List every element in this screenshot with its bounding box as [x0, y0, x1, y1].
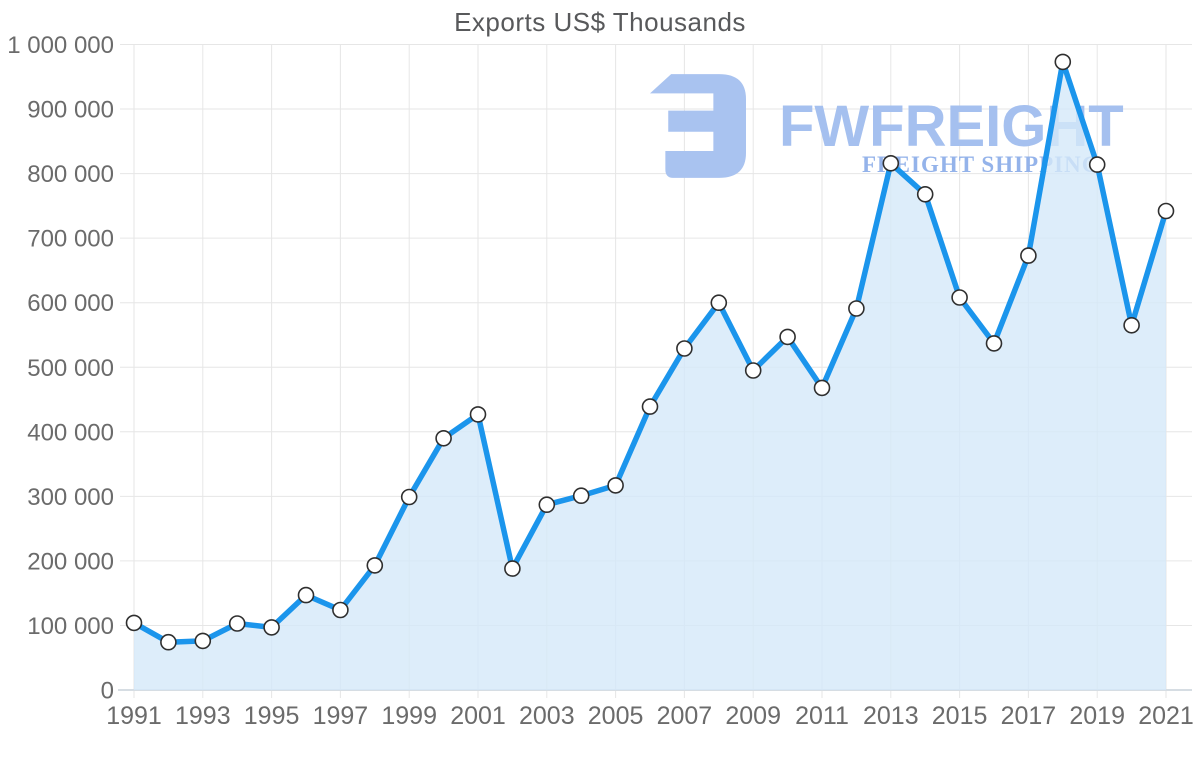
x-tick-label: 2019: [1069, 702, 1125, 730]
data-point-marker[interactable]: [263, 619, 280, 636]
data-point-marker[interactable]: [332, 601, 349, 619]
data-point-marker[interactable]: [985, 335, 1003, 352]
data-point-marker[interactable]: [779, 328, 796, 346]
data-point-marker[interactable]: [366, 557, 384, 574]
x-tick-label: 1991: [106, 702, 162, 730]
x-tick-label: 2021: [1138, 702, 1194, 730]
data-point-marker[interactable]: [228, 615, 246, 632]
x-tick-label: 1997: [313, 702, 369, 730]
data-point-marker[interactable]: [744, 362, 762, 379]
data-point-marker[interactable]: [641, 398, 659, 415]
x-tick-label: 2005: [588, 702, 644, 730]
area-fill: [134, 61, 1166, 690]
data-point-marker[interactable]: [1020, 247, 1037, 264]
data-point-marker[interactable]: [1157, 202, 1175, 220]
data-point-marker[interactable]: [916, 186, 934, 203]
data-point-marker[interactable]: [469, 406, 487, 423]
x-tick-label: 2013: [863, 702, 919, 730]
data-point-marker[interactable]: [125, 614, 143, 632]
data-point-marker[interactable]: [1123, 316, 1140, 334]
data-point-marker[interactable]: [882, 155, 900, 172]
data-point-marker[interactable]: [400, 488, 418, 506]
y-tick-label: 0: [101, 678, 114, 705]
y-axis-labels: 0 100 000 200 000 300 000 400 000 500 000 600 …: [7, 32, 114, 705]
x-tick-label: 2003: [519, 702, 575, 730]
x-tick-label: 1999: [381, 702, 437, 730]
x-tick-label: 2001: [450, 702, 506, 730]
y-tick-label: 900 000: [27, 97, 114, 124]
x-tick-label: 2017: [1001, 702, 1057, 730]
data-point-marker[interactable]: [504, 560, 521, 577]
data-point-marker[interactable]: [607, 477, 624, 494]
data-point-marker[interactable]: [813, 379, 831, 397]
data-point-marker[interactable]: [1054, 53, 1072, 71]
x-tick-label: 2015: [932, 702, 988, 730]
y-tick-label: 800 000: [27, 161, 114, 188]
y-tick-label: 200 000: [27, 548, 114, 575]
x-tick-label: 1993: [175, 702, 231, 730]
series-area: [134, 61, 1166, 690]
x-tick-label: 2007: [657, 702, 713, 730]
data-point-marker[interactable]: [848, 300, 865, 317]
x-tick-label: 2011: [795, 702, 849, 730]
x-axis-labels: 1991 1993 1995 1997 1999 2001 2003 2005 2007 2009…: [106, 702, 1194, 730]
y-tick-label: 100 000: [27, 613, 114, 640]
data-point-marker[interactable]: [297, 586, 315, 604]
data-point-marker[interactable]: [572, 487, 590, 505]
data-point-marker[interactable]: [194, 632, 212, 650]
x-tick-label: 2009: [725, 702, 781, 730]
chart-title: Exports US$ Thousands: [454, 7, 746, 37]
data-point-marker[interactable]: [951, 289, 968, 306]
data-point-marker[interactable]: [1088, 156, 1106, 173]
y-tick-label: 700 000: [27, 226, 114, 253]
data-point-marker[interactable]: [538, 496, 556, 514]
y-tick-label: 300 000: [27, 484, 114, 511]
data-point-marker[interactable]: [435, 429, 452, 447]
y-tick-label: 400 000: [27, 419, 114, 446]
y-tick-label: 600 000: [27, 290, 114, 317]
x-tick-label: 1995: [244, 702, 300, 730]
fwfreight-logo-icon: [650, 74, 746, 178]
data-point-marker[interactable]: [676, 340, 693, 357]
data-point-markers: [125, 53, 1175, 651]
y-tick-label: 500 000: [27, 355, 114, 382]
y-tick-label: 1 000 000: [7, 32, 114, 59]
data-point-marker[interactable]: [710, 294, 728, 312]
data-point-marker[interactable]: [160, 633, 177, 651]
